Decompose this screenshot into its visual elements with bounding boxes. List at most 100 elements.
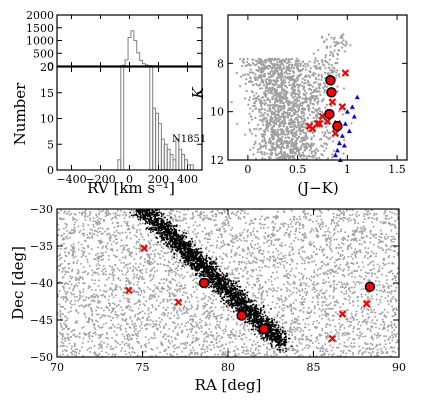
sky-field-star [193, 277, 196, 280]
cmd-field-star [262, 81, 265, 84]
sky-field-star [147, 323, 149, 326]
cmd-field-star [296, 83, 299, 86]
sky-field-star [366, 308, 368, 311]
cmd-field-star [255, 60, 258, 63]
cmd-field-star [293, 152, 296, 155]
cmd-field-star [297, 59, 301, 62]
sky-field-star [240, 239, 243, 242]
sky-field-star [339, 286, 342, 289]
sky-field-star [149, 257, 152, 259]
cmd-field-star [312, 161, 314, 163]
cmd-field-star [276, 66, 280, 69]
sky-field-star [93, 233, 96, 236]
cmd-field-star [266, 152, 269, 155]
sky-field-star [181, 312, 184, 315]
sky-field-star [289, 270, 292, 273]
cmd-field-star [300, 147, 303, 150]
sky-field-star [241, 231, 244, 234]
sky-field-star [107, 337, 110, 340]
sky-field-star [102, 209, 104, 212]
cmd-field-star [249, 130, 252, 133]
sky-field-star [257, 242, 259, 245]
sky-field-star [286, 276, 289, 279]
sky-field-star [359, 248, 362, 251]
sky-field-star [360, 332, 363, 335]
sky-field-star [348, 272, 351, 275]
sky-field-star [255, 277, 258, 280]
sky-field-star [113, 273, 116, 276]
sky-field-star [351, 233, 354, 236]
sky-field-star [384, 251, 387, 254]
sky-field-star [114, 339, 117, 342]
cmd-field-star [325, 147, 328, 150]
sky-field-star [321, 301, 324, 304]
sky-field-star [82, 337, 85, 340]
cmd-field-star [294, 117, 297, 120]
sky-field-star [193, 325, 196, 328]
cmd-field-star [289, 117, 293, 120]
sky-field-star [215, 318, 218, 321]
cmd-field-star [273, 87, 277, 91]
sky-field-star [386, 214, 389, 217]
cmd-field-star [303, 75, 306, 78]
sky-field-star [396, 347, 399, 350]
sky-field-star [385, 218, 388, 220]
cmd-field-star [304, 68, 307, 71]
sky-field-star [91, 236, 94, 239]
sky-field-star [353, 345, 356, 348]
cmd-field-star [291, 57, 294, 61]
sky-field-star [190, 295, 193, 298]
cmd-field-star [273, 103, 276, 106]
sky-field-star [106, 242, 109, 245]
sky-field-star [291, 259, 294, 262]
sky-field-star [308, 328, 311, 331]
sky-field-star [312, 229, 315, 232]
sky-field-star [126, 323, 129, 326]
sky-field-star [245, 286, 247, 289]
cmd-field-star [324, 83, 327, 87]
sky-field-star [330, 353, 333, 356]
cmd-field-star [297, 99, 301, 102]
sky-field-star [194, 340, 197, 343]
sky-field-star [171, 277, 174, 280]
cmd-field-star [261, 96, 265, 99]
sky-field-star [285, 269, 288, 272]
sky-field-star [244, 353, 247, 355]
sky-field-star [319, 273, 322, 276]
sky-field-star [140, 320, 143, 323]
cmd-field-star [295, 57, 299, 60]
cmd-field-star [265, 147, 268, 150]
sky-field-star [98, 347, 101, 350]
sky-field-star [236, 247, 239, 250]
sky-field-star [319, 290, 322, 293]
sky-field-star [62, 342, 65, 345]
cmd-field-star [267, 76, 271, 79]
cmd-field-star [275, 81, 278, 84]
sky-field-star [182, 219, 185, 221]
cmd-field-star [263, 60, 266, 63]
cmd-field-star [301, 81, 304, 84]
sky-field-star [125, 318, 128, 321]
cmd-field-star [271, 66, 274, 69]
sky-field-star [269, 256, 272, 259]
sky-field-star [229, 273, 232, 276]
sky-field-star [59, 322, 62, 325]
sky-field-star [189, 343, 192, 346]
cmd-field-star [251, 91, 254, 94]
sky-field-star [301, 239, 304, 242]
sky-field-star [385, 282, 388, 285]
cmd-field-star [288, 137, 291, 140]
cmd-field-star [244, 82, 247, 85]
sky-field-star [82, 271, 84, 274]
cmd-field-star [318, 110, 322, 113]
sky-field-star [166, 306, 169, 309]
sky-field-star [354, 283, 357, 286]
sky-field-star [138, 250, 141, 253]
sky-field-star [321, 260, 324, 263]
sky-field-star [144, 336, 147, 339]
cmd-field-star [271, 98, 274, 101]
sky-field-star [347, 349, 350, 352]
cmd-field-star [332, 53, 335, 56]
sky-field-star [128, 335, 131, 338]
sky-field-star [142, 303, 145, 306]
